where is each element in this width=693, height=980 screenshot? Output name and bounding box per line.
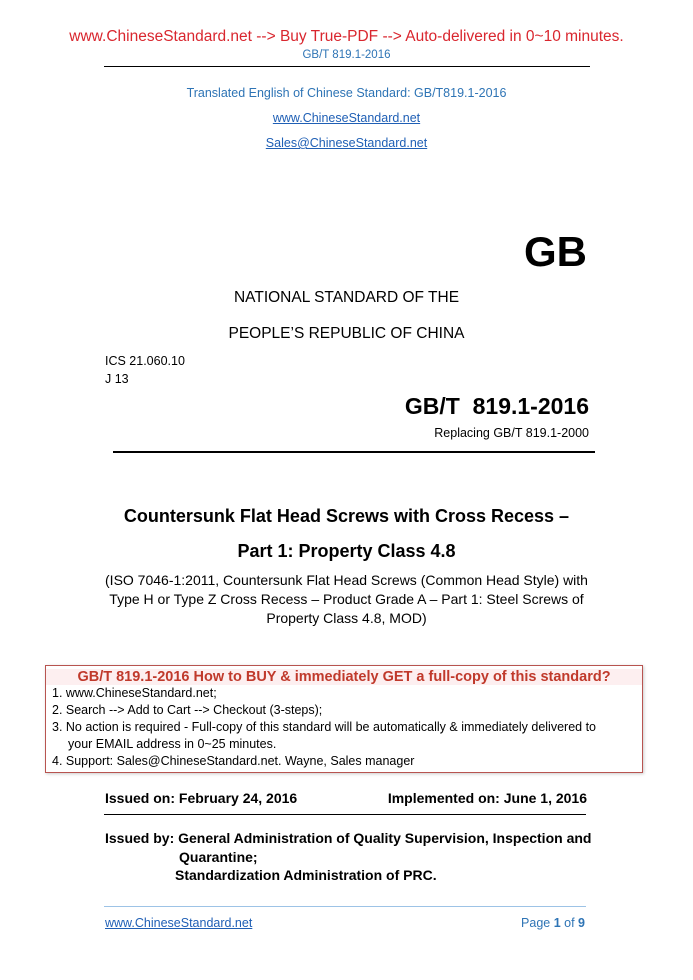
buy-step-3: 3. No action is required - Full-copy of … — [52, 720, 596, 734]
buy-step-1[interactable]: 1. www.ChineseStandard.net; — [52, 686, 217, 700]
national-standard-line2: PEOPLE’S REPUBLIC OF CHINA — [228, 325, 465, 342]
issuer-line2: Quarantine; — [179, 849, 258, 865]
page-of: of — [560, 916, 579, 930]
header-rule — [104, 66, 590, 67]
current-page: 1 — [553, 916, 561, 930]
title-line2: Part 1: Property Class 4.8 — [237, 541, 456, 561]
running-header-code: GB/T 819.1-2016 — [302, 49, 391, 61]
website-link[interactable]: www.ChineseStandard.net — [272, 111, 421, 125]
buy-instructions-box: GB/T 819.1-2016 How to BUY & immediately… — [45, 665, 643, 773]
national-standard-line1: NATIONAL STANDARD OF THE — [233, 289, 460, 306]
email-link[interactable]: Sales@ChineseStandard.net — [265, 136, 428, 150]
footer-website-link[interactable]: www.ChineseStandard.net — [105, 916, 253, 930]
page-label: Page — [521, 916, 554, 930]
buy-step-3-cont: your EMAIL address in 0~25 minutes. — [68, 737, 277, 751]
buy-step-2: 2. Search --> Add to Cart --> Checkout (… — [52, 703, 323, 717]
footer-rule — [104, 906, 586, 907]
ccs-code: J 13 — [105, 372, 129, 386]
title-line1: Countersunk Flat Head Screws with Cross … — [123, 506, 570, 526]
translated-note: Translated English of Chinese Standard: … — [186, 86, 507, 100]
standard-number: GB/T 819.1-2016 — [404, 393, 589, 419]
title-rule — [113, 451, 595, 453]
subtitle: (ISO 7046-1:2011, Countersunk Flat Head … — [105, 572, 588, 626]
implemented-date: Implemented on: June 1, 2016 — [387, 790, 587, 806]
promo-banner[interactable]: www.ChineseStandard.net --> Buy True-PDF… — [69, 28, 624, 45]
buy-box-title: GB/T 819.1-2016 How to BUY & immediately… — [46, 669, 642, 685]
ics-code: ICS 21.060.10 — [105, 354, 185, 368]
replacing-note: Replacing GB/T 819.1-2000 — [434, 426, 589, 440]
total-pages: 9 — [578, 916, 585, 930]
issuer-line1: Issued by: General Administration of Qua… — [105, 830, 592, 846]
issuer-line3: Standardization Administration of PRC. — [175, 867, 437, 883]
gb-logo: GB — [524, 228, 587, 275]
issued-date: Issued on: February 24, 2016 — [105, 790, 298, 806]
buy-step-4: 4. Support: Sales@ChineseStandard.net. W… — [52, 754, 415, 768]
dates-rule — [104, 814, 586, 815]
page-number: Page 1 of 9 — [521, 916, 585, 930]
